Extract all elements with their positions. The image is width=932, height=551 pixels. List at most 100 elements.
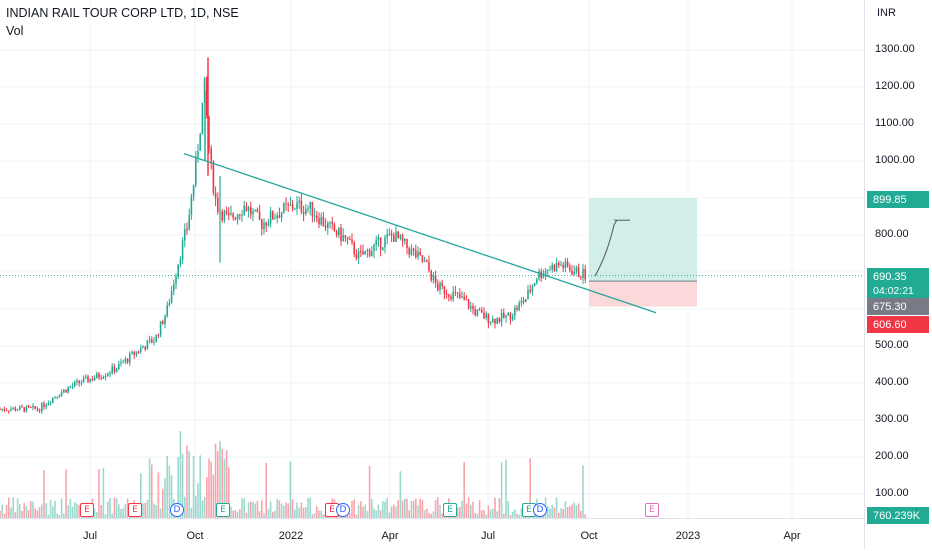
candle-body [419, 251, 421, 256]
dividend-event-icon[interactable]: D [533, 503, 547, 517]
candle-body [157, 334, 160, 336]
candle-body [456, 292, 459, 294]
volume-bar [375, 510, 377, 518]
entry-price-tag: 675.30 [867, 298, 929, 315]
candle-body [406, 238, 408, 249]
volume-bar [456, 507, 459, 518]
chart-plot-area[interactable]: INDIAN RAIL TOUR CORP LTD, 1D, NSE Vol [0, 0, 864, 518]
volume-bar [280, 503, 283, 518]
earnings-event-icon[interactable]: E [80, 503, 94, 517]
candle-body [148, 339, 151, 341]
dividend-event-icon[interactable]: D [170, 503, 184, 517]
volume-bar [100, 505, 102, 518]
candle-body [120, 362, 122, 364]
volume-bar [503, 513, 505, 518]
volume-bar [144, 502, 146, 518]
candle-body [256, 209, 259, 213]
volume-bar [406, 498, 408, 518]
candle-body [467, 299, 470, 309]
volume-bar [487, 505, 490, 518]
candle-body [331, 222, 333, 225]
candle-body [85, 376, 87, 379]
candle-body [179, 259, 182, 265]
candle-body [269, 211, 272, 224]
volume-bar [192, 455, 195, 518]
candle-body [181, 240, 184, 260]
candle-body [368, 249, 371, 257]
volume-bar [258, 511, 261, 518]
volume-bar [428, 513, 430, 518]
candle-body [437, 283, 439, 291]
time-axis[interactable]: Jul Oct 2022 Apr Jul Oct 2023 Apr [0, 518, 864, 551]
candle-body [274, 218, 276, 220]
candle-body [305, 209, 307, 214]
candle-body [247, 207, 250, 212]
volume-bar [577, 503, 580, 518]
candle-body [511, 316, 514, 320]
volume-bar [373, 508, 375, 518]
target-price-tag: 899.85 [867, 191, 929, 208]
profit-zone [589, 198, 697, 282]
candle-body [509, 312, 512, 320]
candle-body [415, 250, 417, 258]
volume-bar [316, 506, 318, 518]
volume-bar [472, 501, 474, 518]
volume-bar [386, 497, 388, 518]
volume-bar [43, 470, 45, 518]
volume-bar [483, 509, 485, 518]
volume-bar [412, 501, 415, 518]
volume-bar [285, 502, 287, 518]
candle-body [45, 405, 47, 408]
volume-bar [516, 513, 518, 518]
volume-bar [368, 465, 371, 518]
volume-bar [351, 500, 353, 518]
volume-indicator-label[interactable]: Vol [6, 24, 24, 38]
candle-body [241, 214, 243, 216]
volume-bar [241, 497, 243, 518]
volume-bar [357, 504, 360, 518]
candle-body [483, 312, 485, 319]
future-earnings-event-icon[interactable]: E [645, 503, 659, 517]
volume-bar [3, 513, 6, 518]
earnings-event-icon[interactable]: E [443, 503, 457, 517]
volume-bar [56, 513, 58, 518]
volume-bar [179, 431, 182, 518]
candle-body [49, 402, 52, 404]
candle-body [159, 321, 162, 336]
candle-body [14, 407, 17, 411]
dividend-event-icon[interactable]: D [336, 503, 350, 517]
price-tick: 1200.00 [875, 80, 915, 92]
volume-bar [467, 497, 470, 518]
candle-body [98, 373, 100, 378]
candle-body [155, 334, 157, 342]
earnings-event-icon[interactable]: E [128, 503, 142, 517]
symbol-title[interactable]: INDIAN RAIL TOUR CORP LTD, 1D, NSE [6, 6, 239, 20]
volume-bar [390, 506, 393, 518]
volume-bar [63, 513, 65, 518]
volume-bar [71, 506, 74, 518]
earnings-event-icon[interactable]: E [216, 503, 230, 517]
candle-body [450, 296, 452, 300]
candle-body [93, 378, 96, 381]
volume-bar [384, 501, 386, 518]
candle-body [577, 267, 580, 277]
volume-bar [170, 475, 173, 518]
volume-bar [551, 504, 553, 518]
price-chart[interactable] [0, 0, 864, 518]
candle-body [522, 300, 525, 303]
price-axis[interactable]: INR 1300.00 1200.00 1100.00 1000.00 800.… [864, 0, 932, 550]
bar-countdown: 04:02:21 [867, 284, 929, 298]
volume-bar [177, 457, 179, 518]
candle-body [340, 227, 342, 242]
volume-bar [511, 511, 514, 518]
candle-body [197, 150, 199, 157]
candle-body [170, 291, 173, 304]
candle-body [135, 351, 138, 355]
volume-bar [283, 505, 285, 518]
volume-bar [153, 503, 155, 518]
candle-body [382, 247, 384, 250]
candle-body [126, 358, 129, 363]
candle-body [283, 203, 285, 213]
candle-body [144, 347, 146, 350]
candle-body [102, 377, 105, 379]
